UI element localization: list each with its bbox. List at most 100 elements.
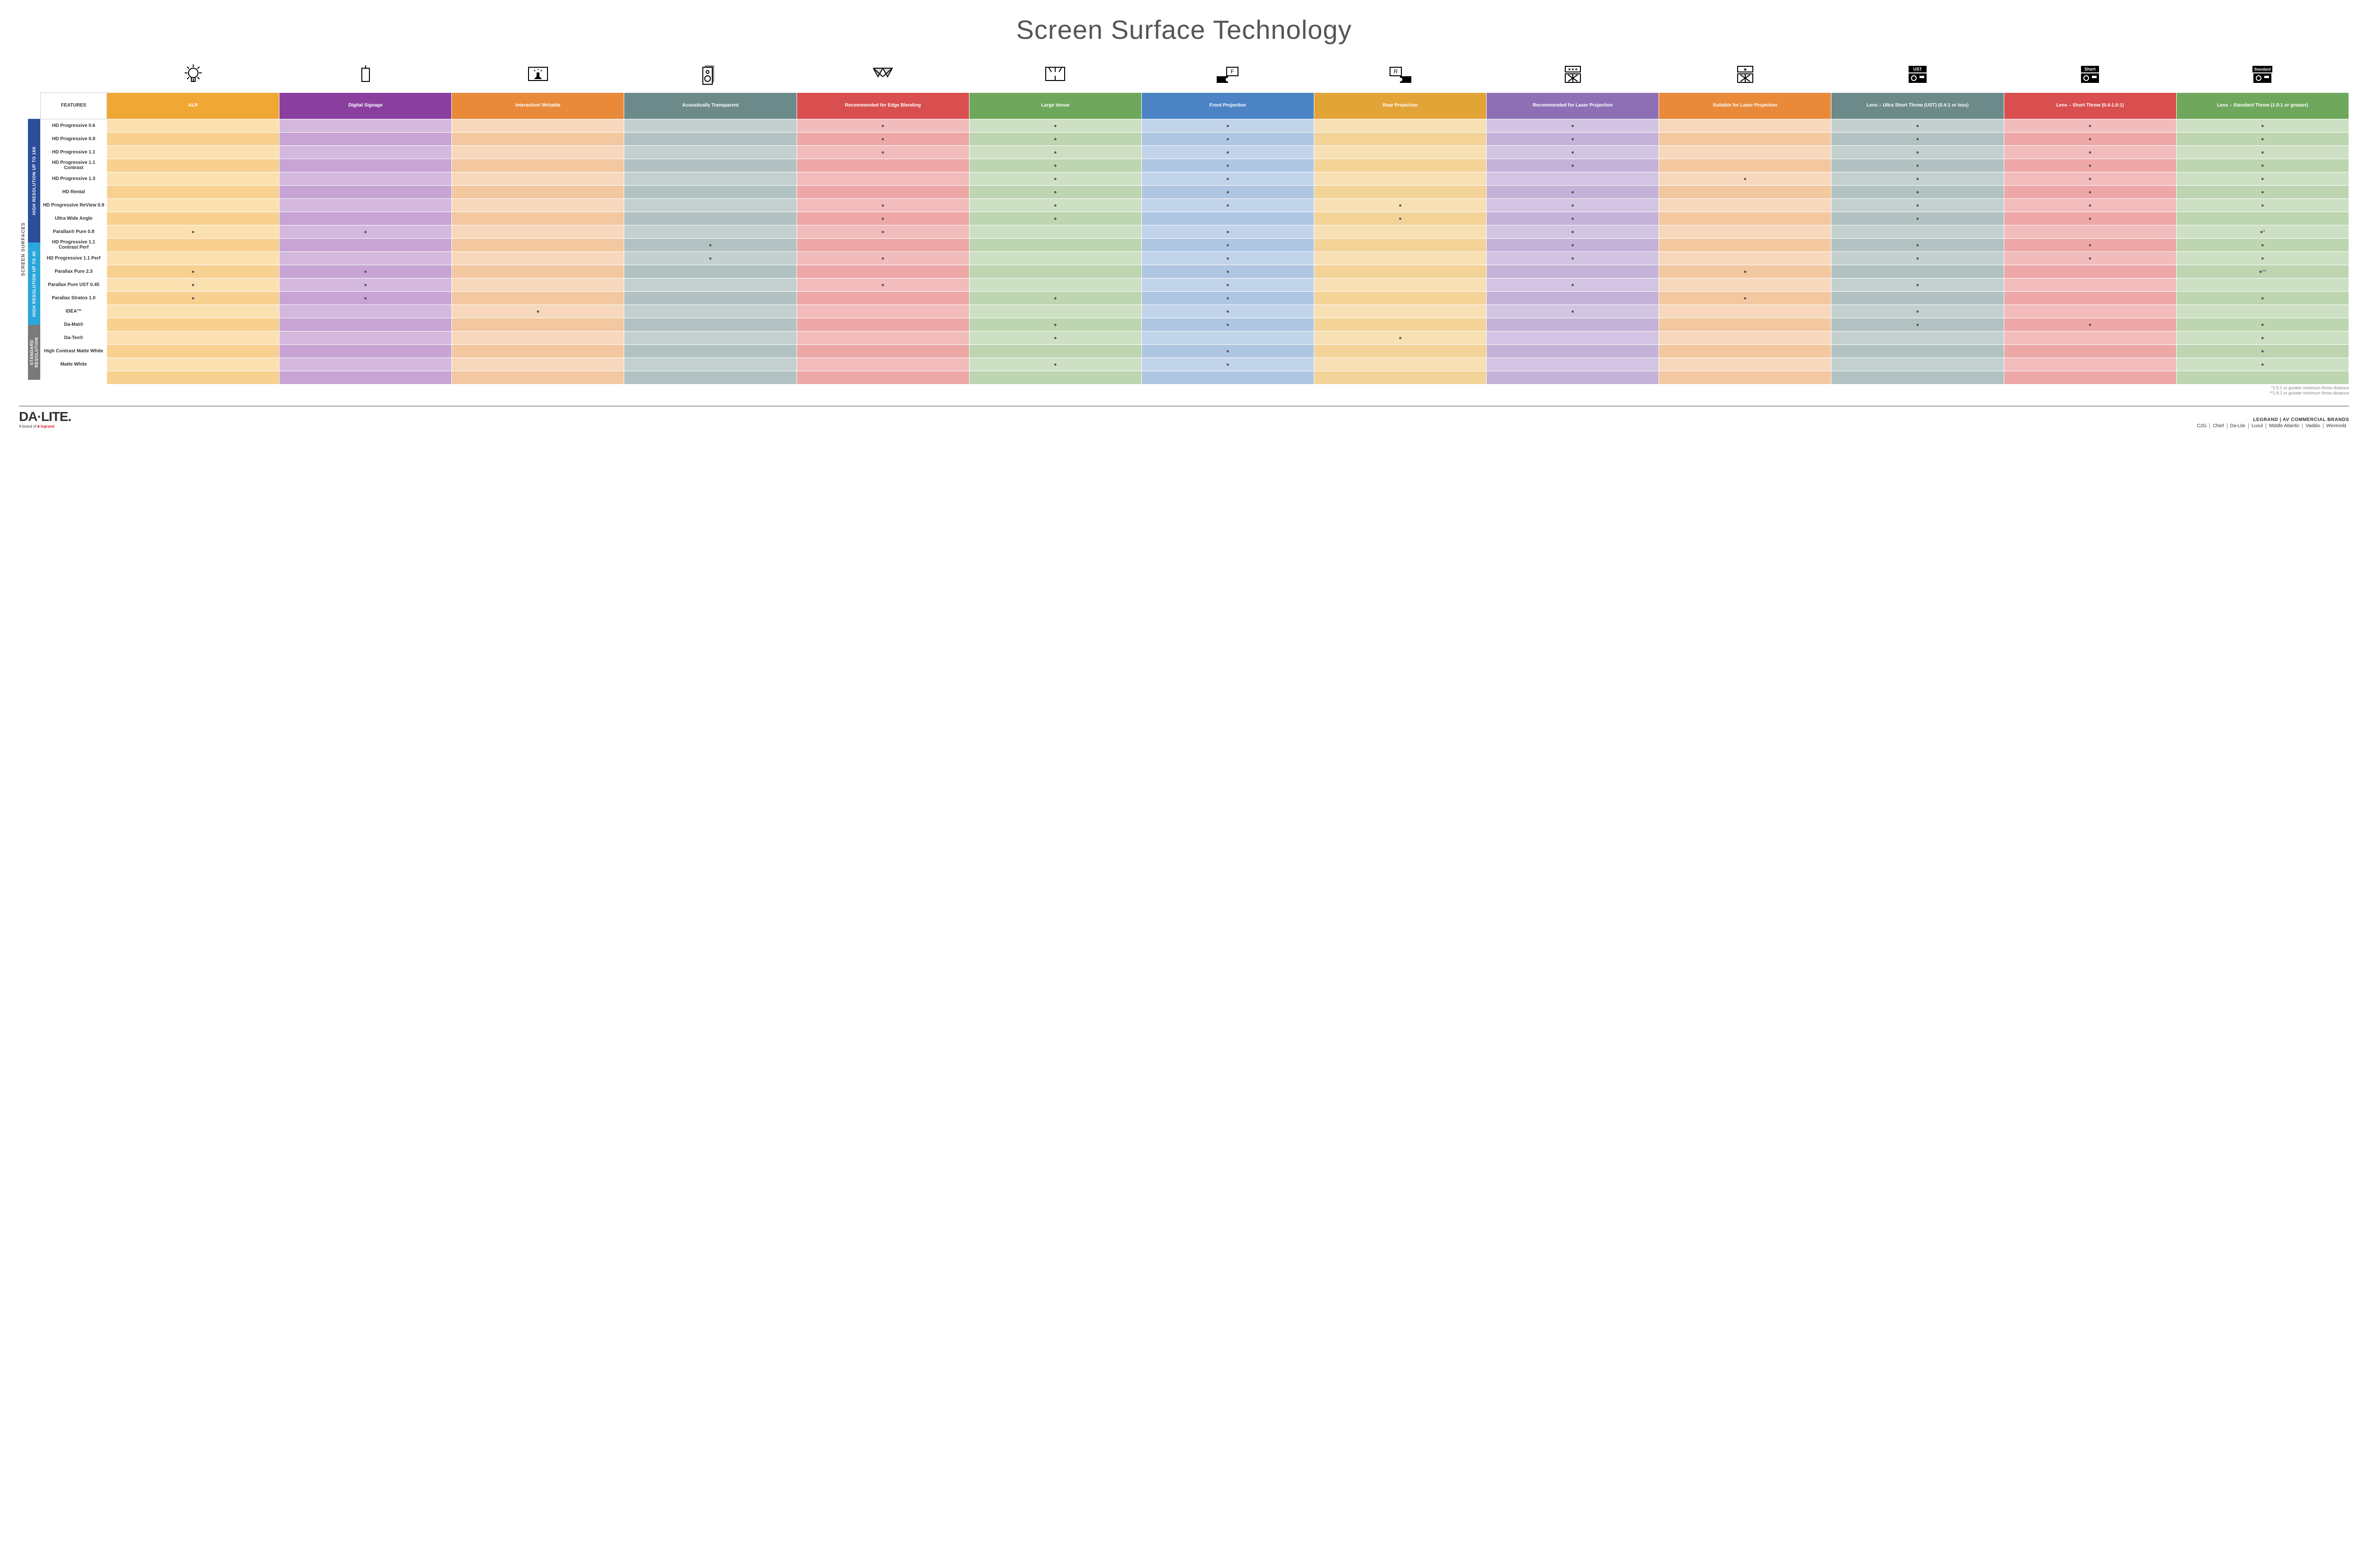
- group-label: STANDARD RESOLUTION: [28, 325, 40, 380]
- cell-rear: [1314, 291, 1486, 305]
- table-row: HD Progressive 1.1: [41, 145, 2349, 159]
- cell-alr: [107, 159, 279, 172]
- cell-large: [969, 278, 1141, 291]
- header-laser_rec: Recommended for Laser Projection: [1487, 92, 1659, 119]
- cell-large: [969, 305, 1141, 318]
- cell-large: [969, 344, 1141, 358]
- large-icon: [969, 59, 1141, 92]
- cell-acoustic: [624, 344, 797, 358]
- cell-std: [2176, 278, 2349, 291]
- cell-interactive: [452, 159, 624, 172]
- cell-signage: [279, 145, 452, 159]
- cell-blend: [797, 265, 969, 278]
- cell-short: [2004, 198, 2176, 212]
- row-label: Matte White: [41, 358, 107, 371]
- cell-ust: [1831, 278, 2004, 291]
- cell-rear: [1314, 238, 1486, 251]
- row-label: Parallax® Pure 0.8: [41, 225, 107, 238]
- cell-std: [2176, 238, 2349, 251]
- header-alr: ALR: [107, 92, 279, 119]
- cell-front: [1141, 119, 1314, 132]
- page-title: Screen Surface Technology: [19, 14, 2349, 45]
- cell-front: [1141, 291, 1314, 305]
- table-row: Da-Mat®: [41, 318, 2349, 331]
- table-row: HD Rental: [41, 185, 2349, 198]
- cell-large: [969, 225, 1141, 238]
- alr-icon: [107, 59, 279, 92]
- header-front: Front Projection: [1141, 92, 1314, 119]
- cell-signage: [279, 358, 452, 371]
- cell-laser_suit: [1659, 172, 1831, 185]
- features-icon: [41, 59, 107, 92]
- row-label: HD Progressive 0.9: [41, 132, 107, 145]
- cell-alr: [107, 185, 279, 198]
- dalite-logo: DA·LITE. A brand of ■ legrand: [19, 409, 71, 429]
- cell-rear: [1314, 132, 1486, 145]
- cell-laser_suit: [1659, 159, 1831, 172]
- header-rear: Rear Projection: [1314, 92, 1486, 119]
- row-label: Da-Tex®: [41, 331, 107, 344]
- row-label: HD Progressive 0.6: [41, 119, 107, 132]
- cell-front: [1141, 145, 1314, 159]
- cell-short: [2004, 344, 2176, 358]
- cell-laser_rec: [1487, 238, 1659, 251]
- cell-rear: [1314, 265, 1486, 278]
- cell-blend: [797, 331, 969, 344]
- cell-rear: [1314, 185, 1486, 198]
- cell-ust: [1831, 358, 2004, 371]
- column-header-row: FEATURESALRDigital SignageInteractive/ W…: [41, 92, 2349, 119]
- table-row: Parallax® Pure 0.8●*: [41, 225, 2349, 238]
- cell-front: [1141, 185, 1314, 198]
- ust-icon: UST: [1831, 59, 2004, 92]
- cell-blend: [797, 119, 969, 132]
- cell-acoustic: [624, 132, 797, 145]
- cell-rear: [1314, 305, 1486, 318]
- cell-acoustic: [624, 159, 797, 172]
- cell-alr: [107, 278, 279, 291]
- cell-short: [2004, 132, 2176, 145]
- row-label: HD Progressive ReView 0.9: [41, 198, 107, 212]
- cell-signage: [279, 159, 452, 172]
- header-blend: Recommended for Edge Blending: [797, 92, 969, 119]
- cell-short: [2004, 159, 2176, 172]
- cell-acoustic: [624, 291, 797, 305]
- cell-acoustic: [624, 331, 797, 344]
- acoustic-icon: [624, 59, 797, 92]
- cell-ust: [1831, 119, 2004, 132]
- cell-ust: [1831, 265, 2004, 278]
- cell-acoustic: [624, 251, 797, 265]
- cell-signage: [279, 291, 452, 305]
- table-row: Parallax Pure UST 0.45: [41, 278, 2349, 291]
- cell-blend: [797, 185, 969, 198]
- cell-laser_rec: [1487, 198, 1659, 212]
- interactive-icon: [452, 59, 624, 92]
- table-row: HD Progressive ReView 0.9: [41, 198, 2349, 212]
- cell-std: [2176, 251, 2349, 265]
- cell-ust: [1831, 238, 2004, 251]
- cell-laser_suit: [1659, 238, 1831, 251]
- signage-icon: [279, 59, 452, 92]
- cell-acoustic: [624, 358, 797, 371]
- group-label: HIGH RESOLUTION UP TO 16K: [28, 119, 40, 242]
- cell-interactive: [452, 225, 624, 238]
- cell-std: [2176, 212, 2349, 225]
- cell-short: [2004, 251, 2176, 265]
- cell-laser_suit: [1659, 265, 1831, 278]
- cell-laser_suit: [1659, 145, 1831, 159]
- table-row-spacer: [41, 371, 2349, 384]
- cell-signage: [279, 198, 452, 212]
- cell-laser_rec: [1487, 132, 1659, 145]
- cell-ust: [1831, 132, 2004, 145]
- cell-large: [969, 172, 1141, 185]
- table-row: HD Progressive 1.1 Contrast Perf: [41, 238, 2349, 251]
- cell-acoustic: [624, 198, 797, 212]
- cell-front: [1141, 225, 1314, 238]
- cell-front: [1141, 198, 1314, 212]
- table-row: HD Progressive 1.3: [41, 172, 2349, 185]
- table-row: HD Progressive 0.9: [41, 132, 2349, 145]
- laser_suit-icon: ★: [1659, 59, 1831, 92]
- cell-front: [1141, 278, 1314, 291]
- cell-acoustic: [624, 225, 797, 238]
- cell-blend: [797, 344, 969, 358]
- cell-acoustic: [624, 212, 797, 225]
